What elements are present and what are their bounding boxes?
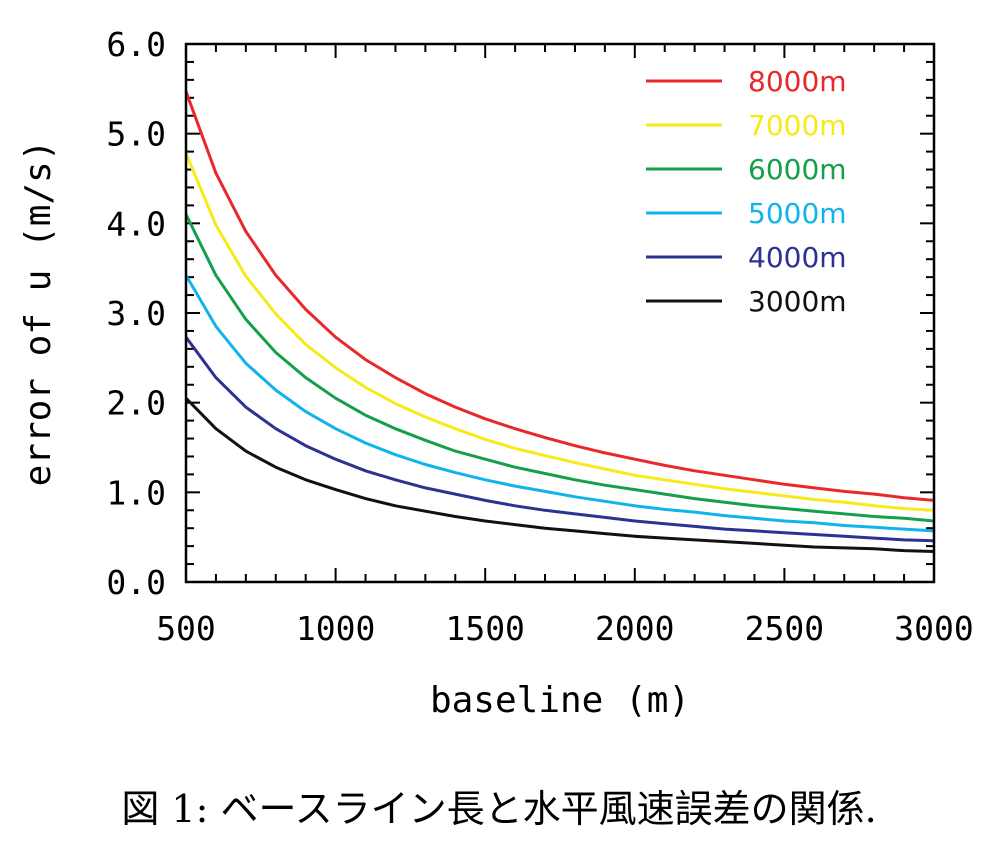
y-axis-label: error of u (m/s) [18,140,59,487]
y-tick-label: 4.0 [106,204,166,243]
y-tick-label: 5.0 [106,115,166,154]
line-chart: 500 1000 1500 2000 2500 3000 0.0 1.0 2.0 3.0 4.0 5.… [18,25,974,721]
x-tick-label: 2000 [595,609,674,648]
plot-frame [184,42,936,584]
x-tick-label: 1000 [296,609,375,648]
series-lines [184,90,935,553]
legend-label: 4000m [748,241,847,274]
y-tick-label: 1.0 [106,473,166,512]
x-tick-label: 500 [156,609,216,648]
series-line-7000m [184,152,935,512]
axis-ticks [185,43,935,583]
legend-label: 6000m [748,153,847,186]
figure-caption: 図 1: ベースライン長と水平風速誤差の関係. [121,787,877,831]
legend-label: 7000m [748,109,847,142]
series-line-6000m [184,213,935,523]
y-tick-label: 0.0 [106,563,166,602]
y-tick-label: 2.0 [106,384,166,423]
x-tick-label: 1500 [445,609,524,648]
x-tick-label: 2500 [745,609,824,648]
x-axis-label: baseline (m) [430,680,690,721]
legend-label: 5000m [748,197,847,230]
legend-label: 8000m [748,65,847,98]
legend: 8000m 7000m 6000m 5000m 4000m 3000m [646,65,847,318]
x-tick-label: 3000 [894,609,973,648]
series-line-5000m [184,274,935,533]
series-line-4000m [184,336,935,543]
tick-labels: 500 1000 1500 2000 2500 3000 0.0 1.0 2.0 3.0 4.0 5.… [106,25,973,648]
y-tick-label: 6.0 [106,25,166,64]
series-line-8000m [184,90,935,502]
legend-label: 3000m [748,285,847,318]
y-tick-label: 3.0 [106,294,166,333]
series-line-3000m [184,397,935,553]
